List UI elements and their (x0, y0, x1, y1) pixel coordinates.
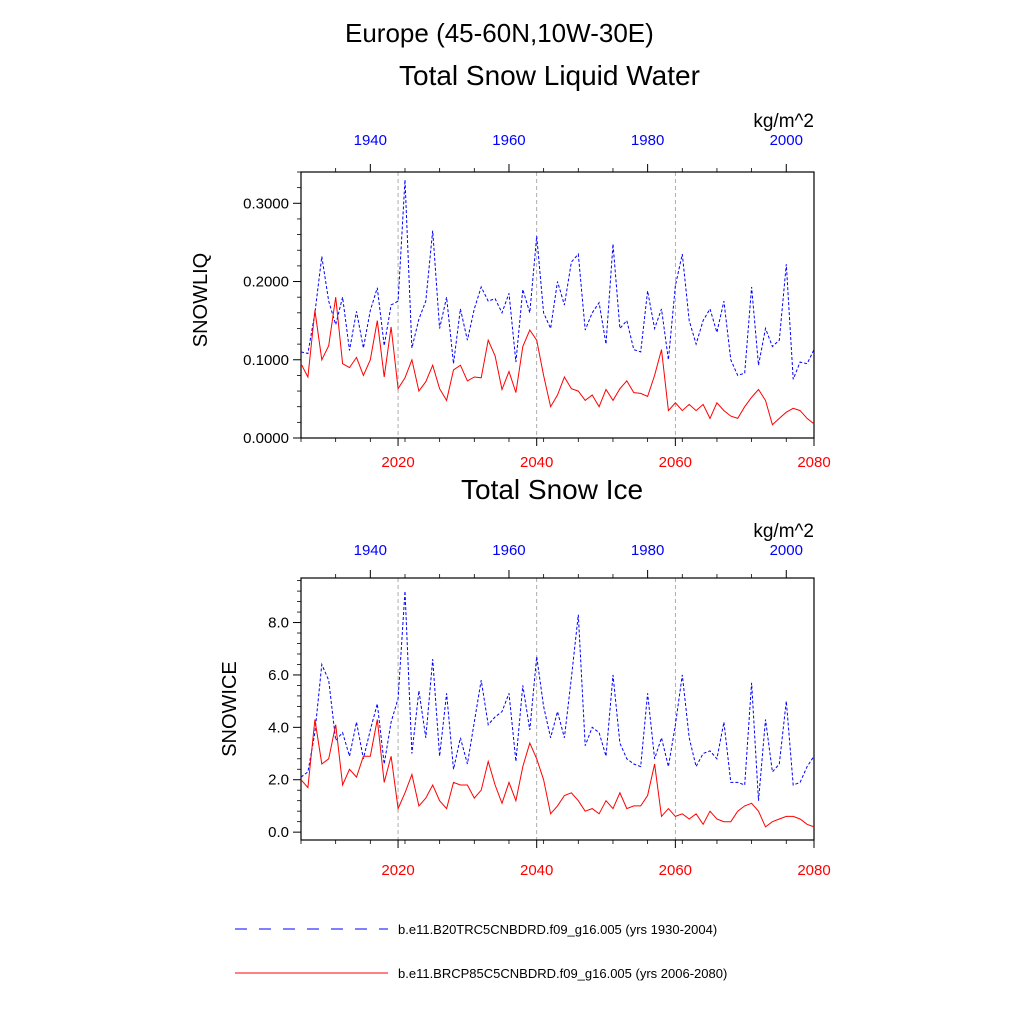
x-bottom-tick-label: 2060 (659, 454, 692, 471)
y-tick-label: 4.0 (268, 719, 289, 736)
y-tick-label: 8.0 (268, 615, 289, 632)
x-top-tick-label: 1980 (631, 132, 664, 149)
plot-frame (300, 171, 815, 439)
y-tick-label: 0.0000 (243, 430, 289, 447)
snowliq-panel: 0.0000 0.1000 0.2000 0.3000 2020 2040 2060 2080… (190, 111, 831, 471)
units-label: kg/m^2 (753, 111, 814, 132)
bottom-panel-title: Total Snow Ice (461, 474, 644, 505)
x-top-tick-label: 2000 (770, 542, 803, 559)
x-top-tick-label: 1940 (354, 542, 387, 559)
series-future-line (300, 719, 815, 828)
y-tick-label: 0.0 (268, 824, 289, 841)
units-label: kg/m^2 (753, 521, 814, 542)
y-tick-label: 0.1000 (243, 352, 289, 369)
series-historical-line (300, 179, 815, 380)
y-tick-label: 0.3000 (243, 195, 289, 212)
x-top-tick-label: 1960 (492, 542, 525, 559)
x-bottom-tick-label: 2040 (520, 862, 553, 879)
plot-frame (300, 577, 815, 841)
series-future-line (300, 297, 815, 426)
x-bottom-tick-label: 2080 (797, 862, 830, 879)
y-tick-label: 0.2000 (243, 274, 289, 291)
series-historical-line (300, 591, 815, 801)
y-axis-label: SNOWLIQ (190, 253, 212, 347)
legend-future-label: b.e11.BRCP85C5CNBDRD.f09_g16.005 (yrs 20… (398, 966, 727, 981)
x-bottom-tick-label: 2080 (797, 454, 830, 471)
legend-historical-label: b.e11.B20TRC5CNBDRD.f09_g16.005 (yrs 193… (398, 922, 717, 937)
x-top-tick-label: 2000 (770, 132, 803, 149)
x-bottom-tick-label: 2020 (381, 862, 414, 879)
x-top-tick-label: 1980 (631, 542, 664, 559)
top-panel-title: Total Snow Liquid Water (399, 60, 700, 91)
x-bottom-tick-label: 2040 (520, 454, 553, 471)
y-tick-label: 2.0 (268, 772, 289, 789)
x-top-tick-label: 1960 (492, 132, 525, 149)
y-tick-label: 6.0 (268, 667, 289, 684)
legend: b.e11.B20TRC5CNBDRD.f09_g16.005 (yrs 193… (235, 922, 727, 981)
region-title: Europe (45-60N,10W-30E) (345, 18, 654, 48)
x-top-tick-label: 1940 (354, 132, 387, 149)
x-bottom-tick-label: 2020 (381, 454, 414, 471)
snowice-panel: 0.0 2.0 4.0 6.0 8.0 2020 2040 2060 2080 1940 1960 1… (219, 521, 831, 879)
y-axis-label: SNOWICE (219, 661, 241, 757)
x-bottom-tick-label: 2060 (659, 862, 692, 879)
